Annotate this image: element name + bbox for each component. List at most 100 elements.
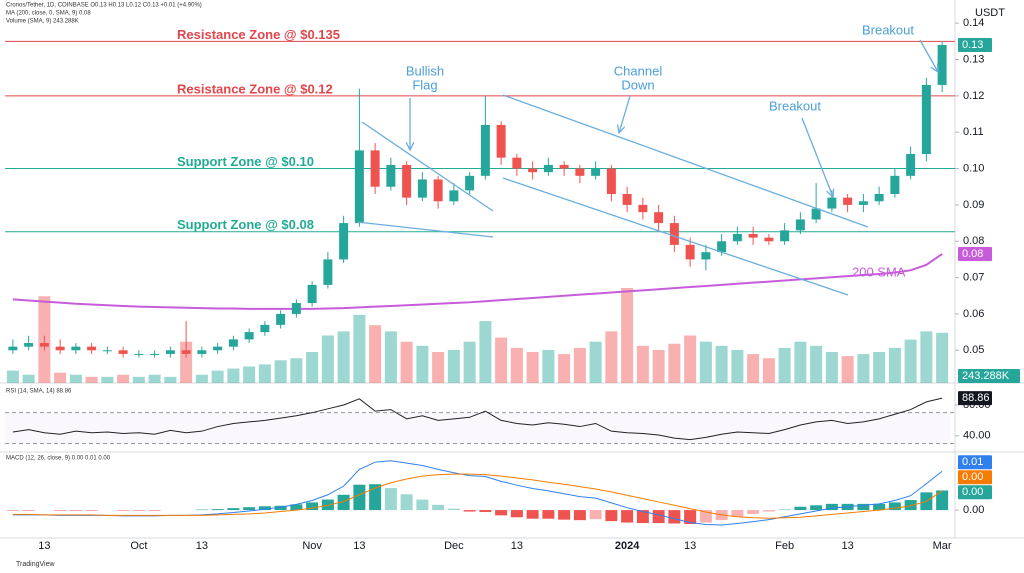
candle-body: [102, 350, 112, 352]
volume-bar: [384, 331, 397, 383]
candle-body: [843, 197, 853, 205]
sma-line: [12, 253, 943, 310]
price-tag: [958, 455, 992, 470]
candle-body: [276, 313, 286, 325]
y-tick-label: 0.09: [963, 199, 984, 211]
volume-bar: [762, 358, 775, 383]
histogram-bar: [495, 510, 508, 516]
candle-body: [165, 350, 175, 354]
candle-body: [307, 284, 317, 304]
volume-bar: [6, 370, 19, 383]
price-tag-label: 88.86: [962, 392, 990, 404]
volume-bar: [227, 368, 240, 383]
candle-body: [654, 212, 664, 224]
histogram-bar: [400, 494, 413, 511]
volume-bar: [904, 339, 917, 383]
volume-bar: [290, 358, 303, 383]
y-tick-label: 0.14: [963, 17, 984, 29]
histogram-bar: [636, 510, 649, 524]
arrow: [801, 117, 833, 197]
volume-bar: [164, 376, 177, 383]
histogram-bar: [904, 500, 917, 511]
volume-bar: [605, 331, 618, 383]
candle-body: [906, 154, 916, 176]
volume-bar: [353, 314, 366, 383]
x-tick-label: 2024: [615, 540, 640, 552]
histogram-bar: [810, 505, 823, 511]
volume-bar: [888, 347, 901, 383]
annotation: Flag: [412, 77, 437, 92]
x-tick-label: 13: [353, 540, 365, 552]
candle-body: [197, 350, 207, 354]
y-tick-label: 0.10: [963, 162, 984, 174]
rsi-line: [12, 397, 943, 441]
price-tag-label: 0.00: [962, 471, 983, 483]
histogram-bar: [762, 510, 775, 512]
candle-body: [244, 332, 254, 340]
candle-body: [39, 343, 49, 347]
candle-body: [55, 346, 65, 351]
volume-bar: [117, 374, 130, 383]
candle-body: [890, 175, 900, 194]
y-tick-label: 0.12: [963, 90, 984, 102]
volume-bar: [274, 360, 287, 383]
candle-body: [685, 244, 695, 260]
volume-bar: [463, 341, 476, 383]
volume-bar: [715, 345, 728, 383]
rsi-band: [5, 412, 950, 444]
x-tick-label: Dec: [444, 540, 464, 552]
candle-body: [87, 346, 97, 351]
x-tick-label: Mar: [933, 540, 952, 552]
histogram-bar: [447, 508, 460, 511]
volume-bar: [526, 352, 539, 383]
y-tick-label: 0.07: [963, 272, 984, 284]
histogram-bar: [542, 510, 555, 519]
candle-body: [228, 339, 238, 347]
zone-label: Resistance Zone @ $0.12: [177, 81, 333, 96]
candle-body: [465, 175, 475, 191]
price-tag: [958, 246, 992, 261]
candle-body: [780, 230, 790, 242]
volume-bar: [447, 349, 460, 383]
histogram-bar: [888, 502, 901, 511]
candle-body: [921, 84, 931, 155]
y-tick-label: 0.11: [963, 126, 984, 138]
volume-bar: [747, 354, 760, 383]
volume-bar: [589, 341, 602, 383]
histogram-bar: [605, 510, 618, 522]
candle-body: [937, 44, 947, 85]
histogram-bar: [747, 510, 760, 514]
volume-bar: [195, 374, 208, 383]
candle-body: [8, 346, 18, 351]
histogram-bar: [526, 510, 539, 519]
volume-bar: [810, 345, 823, 383]
histogram-bar: [353, 484, 366, 511]
candle-body: [24, 343, 34, 347]
channel-line: [502, 177, 849, 296]
candle-body: [71, 346, 81, 351]
y-tick-label: 0.06: [963, 308, 984, 320]
price-tag: [958, 485, 992, 500]
histogram-bar: [668, 510, 681, 524]
candle-body: [480, 124, 490, 176]
x-tick-label: Nov: [302, 540, 322, 552]
volume-bar: [243, 366, 256, 383]
candle-body: [874, 194, 884, 202]
candle-body: [386, 164, 396, 187]
y-tick-label: 0.00: [963, 504, 984, 516]
volume-bar: [825, 352, 838, 383]
volume-bar: [416, 345, 429, 383]
volume-bar: [558, 354, 571, 383]
watermark: TradingView: [16, 561, 55, 568]
candle-body: [512, 157, 522, 169]
volume-bar: [54, 372, 67, 383]
histogram-bar: [337, 494, 350, 511]
y-tick-label: 0.13: [963, 53, 984, 65]
volume-bar: [841, 356, 854, 383]
price-tag-label: 0.13: [962, 39, 983, 51]
candle-body: [748, 233, 758, 238]
x-tick-label: 13: [842, 540, 854, 552]
price-tag: [958, 37, 992, 52]
volume-header: Volume (SMA, 9) 243.288K: [6, 19, 79, 25]
histogram-bar: [369, 484, 382, 511]
